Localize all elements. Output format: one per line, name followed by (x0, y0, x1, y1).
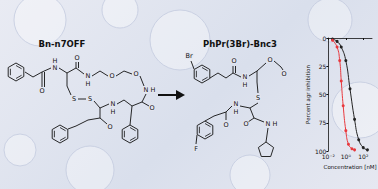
svg-text:O: O (133, 70, 138, 78)
svg-text:75: 75 (319, 119, 327, 126)
svg-text:N: N (111, 100, 116, 108)
svg-text:Br: Br (185, 52, 192, 60)
svg-text:N: N (243, 73, 248, 81)
svg-text:H: H (243, 81, 248, 89)
svg-text:Percent agr inhibition: Percent agr inhibition (305, 65, 312, 124)
svg-text:N: N (266, 120, 271, 128)
svg-text:O: O (267, 56, 272, 64)
svg-text:O: O (243, 120, 248, 128)
svg-text:S: S (256, 94, 260, 102)
svg-text:10⁰: 10⁰ (341, 153, 352, 160)
svg-text:H: H (234, 108, 239, 116)
svg-text:10²: 10² (358, 153, 369, 160)
svg-text:H: H (273, 120, 278, 128)
svg-text:PhPr(3Br)-Bnc3: PhPr(3Br)-Bnc3 (203, 39, 277, 49)
svg-text:H: H (151, 86, 156, 94)
svg-text:H: H (86, 80, 91, 88)
svg-text:100: 100 (314, 147, 327, 155)
svg-text:10⁻²: 10⁻² (322, 153, 336, 160)
svg-text:S: S (72, 95, 76, 103)
svg-text:50: 50 (319, 91, 327, 98)
svg-text:N: N (86, 72, 91, 80)
svg-text:H: H (53, 57, 58, 65)
svg-text:S: S (88, 95, 92, 103)
svg-text:O: O (223, 121, 228, 129)
svg-text:Concentration [nM]: Concentration [nM] (324, 164, 377, 170)
svg-text:O: O (74, 54, 79, 62)
svg-text:O: O (107, 123, 112, 131)
svg-text:N: N (144, 86, 149, 94)
svg-text:N: N (234, 100, 239, 108)
svg-text:0: 0 (323, 35, 327, 42)
svg-text:O: O (39, 87, 44, 95)
svg-text:Bn-n7OFF: Bn-n7OFF (39, 39, 86, 49)
svg-text:H: H (111, 108, 116, 116)
svg-text:O: O (281, 70, 286, 78)
svg-text:O: O (109, 72, 114, 80)
svg-text:O: O (231, 57, 236, 65)
svg-text:N: N (53, 64, 58, 72)
svg-text:O: O (149, 104, 154, 112)
svg-text:25: 25 (319, 63, 327, 70)
svg-text:F: F (194, 145, 198, 153)
